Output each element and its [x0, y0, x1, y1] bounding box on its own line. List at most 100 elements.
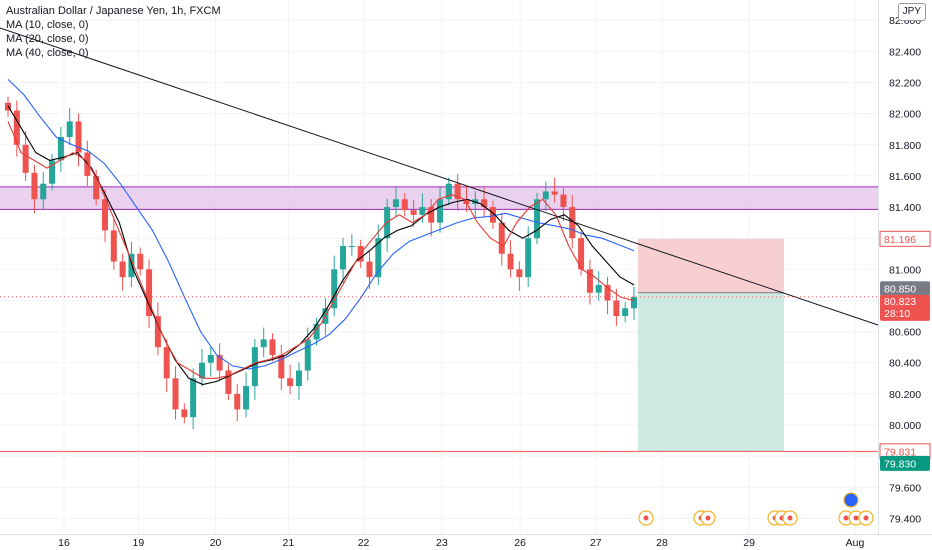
candle-body: [181, 409, 188, 418]
time-axis: 16 19 20 21 22 23 26 27 28 29 Aug: [0, 534, 932, 549]
y-tick-label: 81.000: [889, 264, 921, 276]
y-tick-label: 81.800: [889, 140, 921, 152]
event-icon-dot: [787, 515, 793, 521]
candle-body: [154, 316, 161, 348]
candles: [5, 96, 637, 430]
y-tick-label: 82.400: [889, 46, 921, 58]
candle-body: [216, 354, 223, 371]
candle-body: [57, 137, 64, 161]
candle-body: [401, 199, 408, 211]
moving-averages: [7, 79, 635, 386]
candle-body: [40, 183, 47, 200]
candle-body: [340, 245, 347, 270]
x-tick-label: 19: [133, 537, 145, 549]
x-tick-label: 21: [283, 537, 295, 549]
candle-body: [445, 183, 452, 200]
candle-body: [489, 207, 496, 223]
candle-body: [251, 347, 258, 387]
candle-body: [419, 207, 426, 215]
candle-body: [66, 121, 73, 138]
candle-body: [278, 354, 285, 379]
price-axis: 82.60082.40082.20082.00081.80081.60081.4…: [878, 0, 932, 550]
candle-body: [75, 121, 82, 153]
candle-body: [454, 183, 461, 200]
y-tick-label: 80.200: [889, 389, 921, 401]
y-tick-label: 80.000: [889, 420, 921, 432]
target-price-tag: 79.830: [884, 458, 916, 470]
current-price-tag: 80.823: [884, 296, 916, 308]
candle-body: [331, 269, 338, 309]
x-tick-label: 23: [436, 537, 448, 549]
candle-body: [498, 222, 505, 254]
legend-ma40[interactable]: MA (40, close, 0): [6, 47, 89, 59]
candle-body: [578, 238, 585, 270]
y-tick-label: 82.200: [889, 78, 921, 90]
y-tick-label: 79.600: [889, 482, 921, 494]
countdown-tag: 28:10: [884, 308, 910, 320]
target-price-tag-bg: [880, 455, 930, 471]
current-price-tag-bg: [880, 294, 930, 321]
x-tick-label: 16: [58, 537, 70, 549]
candle-body: [525, 238, 532, 278]
candle-body: [542, 191, 549, 200]
flag-event-icon: [843, 492, 859, 508]
stop-price-tag-bg: [880, 231, 930, 247]
candle-body: [534, 199, 541, 239]
candle-body: [243, 386, 250, 410]
candle-body: [31, 172, 38, 200]
event-icon-dot: [853, 515, 859, 521]
stop-price-tag: 81.196: [884, 234, 916, 246]
event-icon-dot: [843, 515, 849, 521]
candle-body: [190, 378, 197, 418]
candle-body: [613, 300, 620, 317]
candle-body: [622, 308, 629, 317]
legend-ma20[interactable]: MA (20, close, 0): [6, 33, 89, 45]
take-profit-zone: [638, 292, 784, 452]
event-icon-dot: [643, 515, 649, 521]
legend-ma10[interactable]: MA (10, close, 0): [6, 19, 89, 31]
ma40-line: [7, 79, 635, 370]
x-tick-label: 26: [514, 537, 526, 549]
currency-button[interactable]: JPY: [897, 3, 926, 21]
candle-body: [551, 191, 558, 195]
ma20-line: [7, 105, 635, 386]
resistance-zone: [0, 186, 878, 210]
x-tick-label: 28: [656, 537, 668, 549]
candle-body: [172, 378, 179, 410]
candle-body: [437, 199, 444, 223]
zones: [0, 186, 878, 452]
candle-body: [375, 238, 382, 278]
candle-body: [146, 269, 153, 317]
stop-loss-zone: [638, 238, 784, 293]
candle-body: [348, 245, 355, 247]
y-tick-label: 79.400: [889, 513, 921, 525]
candle-body: [287, 378, 294, 387]
candle-body: [313, 323, 320, 340]
candle-body: [260, 339, 267, 348]
legend-title: Australian Dollar / Japanese Yen, 1h, FX…: [6, 5, 221, 17]
candle-body: [481, 199, 488, 208]
candle-body: [304, 339, 311, 371]
stop-tag-border: [879, 230, 931, 247]
y-tick-label: 81.600: [889, 171, 921, 183]
drawn-lines: [0, 27, 879, 452]
candle-body: [22, 144, 29, 173]
candle-body: [49, 160, 56, 184]
x-tick-label: 20: [210, 537, 222, 549]
candle-body: [269, 339, 276, 355]
candle-body: [13, 110, 20, 145]
candle-body: [101, 199, 108, 231]
candle-body: [631, 296, 637, 309]
candle-body: [128, 253, 135, 278]
event-icon-dot: [705, 515, 711, 521]
y-tick-label: 81.400: [889, 202, 921, 214]
candle-body: [163, 347, 170, 379]
candle-body: [198, 362, 205, 379]
candle-body: [93, 175, 100, 200]
candle-body: [569, 207, 576, 239]
economic-events: [638, 492, 874, 526]
y-tick-label: 82.000: [889, 109, 921, 121]
candle-body: [516, 269, 523, 278]
candle-body: [137, 253, 144, 270]
